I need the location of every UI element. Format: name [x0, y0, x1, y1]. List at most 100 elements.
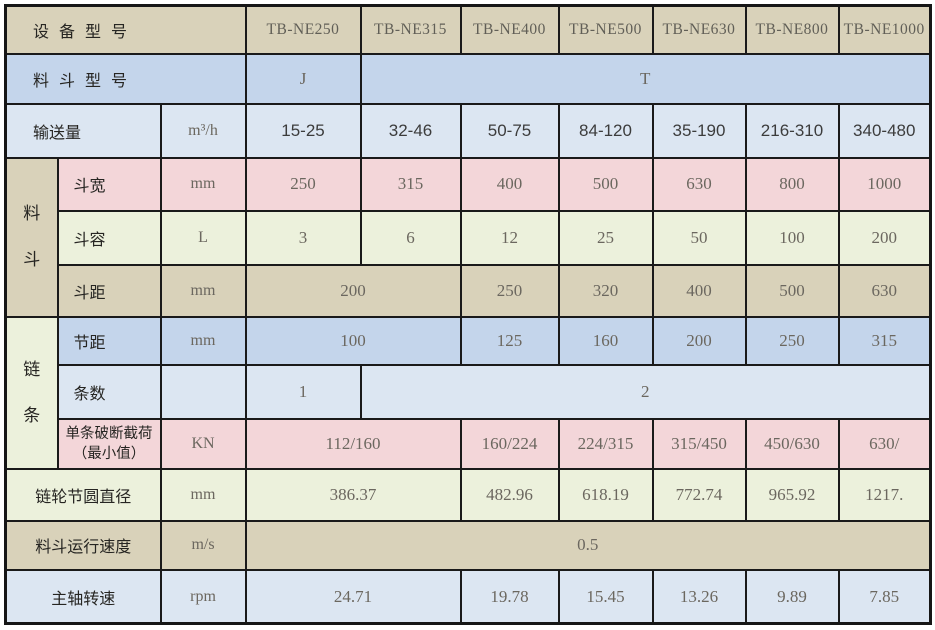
sprocket-diameter-row: 链轮节圆直径 mm 386.37 482.96 618.19 772.74 96… [4, 468, 932, 522]
hopper-group-label-text: 料斗 [23, 204, 41, 270]
bucket-volume-row: 斗容 L 3 6 12 25 50 100 200 [6, 210, 932, 266]
bucket-width-value: 800 [744, 156, 840, 213]
chain-group-label: 链条 [4, 315, 59, 471]
device-model-value: TB-NE400 [459, 4, 560, 55]
bucket-pitch-value: 320 [557, 263, 654, 318]
device-model-label: 设备型号 [4, 4, 247, 55]
bucket-volume-value: 25 [557, 210, 654, 266]
breaking-load-value: 315/450 [651, 417, 747, 471]
capacity-label: 输送量 [4, 103, 162, 159]
shaft-speed-value: 15.45 [557, 569, 654, 625]
shaft-speed-value: 13.26 [651, 569, 747, 625]
chain-count-row: 条数 1 2 [6, 364, 932, 420]
chain-count-first-value: 1 [244, 364, 362, 420]
breaking-load-value: 450/630 [744, 417, 840, 471]
bucket-width-unit: mm [159, 156, 247, 213]
breaking-load-value: 224/315 [557, 417, 654, 471]
shaft-speed-label: 主轴转速 [4, 569, 162, 625]
capacity-unit: m³/h [159, 103, 247, 159]
capacity-value: 15-25 [244, 103, 362, 159]
bucket-width-label: 斗宽 [56, 156, 162, 213]
capacity-value: 32-46 [359, 103, 462, 159]
device-model-value: TB-NE500 [557, 4, 654, 55]
breaking-load-value: 630/ [837, 417, 932, 471]
shaft-speed-value: 9.89 [744, 569, 840, 625]
capacity-value: 340-480 [837, 103, 932, 159]
chain-pitch-value: 125 [459, 315, 560, 367]
device-model-value: TB-NE250 [244, 4, 362, 55]
breaking-load-label-line1: 单条破断截荷 [65, 425, 153, 442]
shaft-speed-merged-value: 24.71 [244, 569, 462, 625]
bucket-volume-label: 斗容 [56, 210, 162, 266]
hopper-model-t-value: T [359, 52, 932, 106]
bucket-width-row: 料斗 斗宽 mm 250 315 400 500 630 800 1000 [4, 156, 932, 318]
sprocket-diameter-value: 482.96 [459, 468, 560, 522]
bucket-pitch-value: 500 [744, 263, 840, 318]
bucket-width-value: 500 [557, 156, 654, 213]
chain-pitch-value: 315 [837, 315, 932, 367]
chain-pitch-value: 160 [557, 315, 654, 367]
chain-count-unit [159, 364, 247, 420]
bucket-pitch-row: 斗距 mm 200 250 320 400 500 630 [6, 263, 932, 318]
sprocket-diameter-unit: mm [159, 468, 247, 522]
bucket-volume-value: 6 [359, 210, 462, 266]
bucket-volume-value: 3 [244, 210, 362, 266]
chain-count-label: 条数 [56, 364, 162, 420]
chain-pitch-label: 节距 [56, 315, 162, 367]
hopper-group-label: 料斗 [4, 156, 59, 318]
shaft-speed-value: 19.78 [459, 569, 560, 625]
breaking-load-row: 单条破断截荷 （最小值） KN 112/160 160/224 224/315 … [6, 417, 932, 471]
hopper-model-j-value: J [244, 52, 362, 106]
running-speed-value: 0.5 [244, 519, 932, 572]
bucket-pitch-label: 斗距 [56, 263, 162, 318]
capacity-value: 216-310 [744, 103, 840, 159]
bucket-width-value: 250 [244, 156, 362, 213]
bucket-pitch-unit: mm [159, 263, 247, 318]
breaking-load-label: 单条破断截荷 （最小值） [56, 417, 162, 471]
breaking-load-label-line2: （最小值） [72, 446, 146, 462]
bucket-pitch-value: 400 [651, 263, 747, 318]
sprocket-diameter-value: 618.19 [557, 468, 654, 522]
bucket-pitch-merged-value: 200 [244, 263, 462, 318]
sprocket-diameter-value: 772.74 [651, 468, 747, 522]
bucket-width-value: 400 [459, 156, 560, 213]
bucket-volume-value: 100 [744, 210, 840, 266]
breaking-load-merged-value: 112/160 [244, 417, 462, 471]
bucket-width-value: 1000 [837, 156, 932, 213]
bucket-volume-value: 12 [459, 210, 560, 266]
chain-pitch-value: 200 [651, 315, 747, 367]
sprocket-diameter-merged-value: 386.37 [244, 468, 462, 522]
capacity-value: 50-75 [459, 103, 560, 159]
chain-pitch-value: 250 [744, 315, 840, 367]
chain-pitch-row: 链条 节距 mm 100 125 160 200 250 315 [4, 315, 932, 471]
breaking-load-value: 160/224 [459, 417, 560, 471]
bucket-volume-unit: L [159, 210, 247, 266]
bucket-volume-value: 50 [651, 210, 747, 266]
bucket-pitch-value: 250 [459, 263, 560, 318]
bucket-pitch-value: 630 [837, 263, 932, 318]
shaft-speed-value: 7.85 [837, 569, 932, 625]
bucket-volume-value: 200 [837, 210, 932, 266]
capacity-row: 输送量 m³/h 15-25 32-46 50-75 84-120 35-190… [4, 103, 932, 159]
hopper-model-row: 料斗型号 J T [4, 52, 932, 106]
chain-count-rest-value: 2 [359, 364, 932, 420]
device-model-row: 设备型号 TB-NE250 TB-NE315 TB-NE400 TB-NE500… [4, 4, 932, 55]
running-speed-row: 料斗运行速度 m/s 0.5 [4, 519, 932, 572]
sprocket-diameter-label: 链轮节圆直径 [4, 468, 162, 522]
chain-group-label-text: 链条 [23, 360, 41, 426]
bucket-width-value: 315 [359, 156, 462, 213]
shaft-speed-unit: rpm [159, 569, 247, 625]
breaking-load-unit: KN [159, 417, 247, 471]
capacity-value: 84-120 [557, 103, 654, 159]
sprocket-diameter-value: 1217. [837, 468, 932, 522]
hopper-model-label: 料斗型号 [4, 52, 247, 106]
chain-pitch-unit: mm [159, 315, 247, 367]
running-speed-label: 料斗运行速度 [4, 519, 162, 572]
device-model-value: TB-NE630 [651, 4, 747, 55]
bucket-width-value: 630 [651, 156, 747, 213]
device-model-value: TB-NE315 [359, 4, 462, 55]
chain-pitch-merged-value: 100 [244, 315, 462, 367]
sprocket-diameter-value: 965.92 [744, 468, 840, 522]
device-model-value: TB-NE1000 [837, 4, 932, 55]
